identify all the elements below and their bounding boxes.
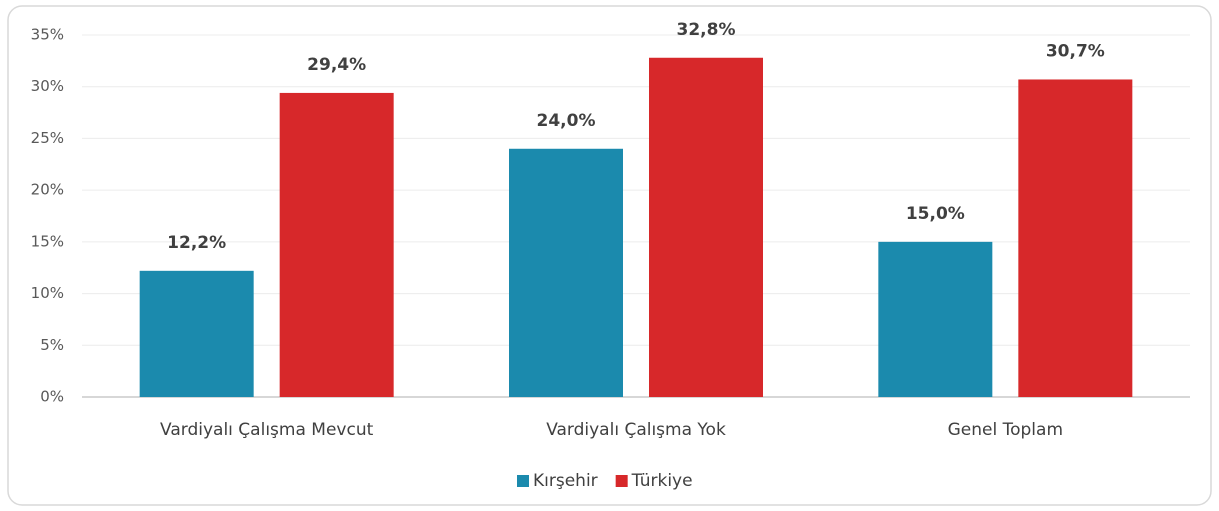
legend-swatch — [615, 475, 628, 487]
bar — [649, 57, 763, 398]
legend-label: Türkiye — [631, 471, 693, 491]
bar — [509, 148, 623, 397]
y-tick-label: 25% — [31, 129, 64, 147]
x-tick-label: Vardiyalı Çalışma Yok — [546, 420, 726, 440]
bar — [279, 92, 394, 398]
y-tick-label: 0% — [40, 388, 64, 406]
y-tick-label: 5% — [40, 336, 64, 354]
y-tick-label: 15% — [31, 232, 64, 250]
value-label: 32,8% — [677, 20, 736, 40]
y-tick-label: 10% — [31, 284, 64, 302]
y-tick-label: 30% — [31, 77, 64, 95]
value-label: 24,0% — [537, 111, 596, 131]
value-label: 15,0% — [906, 204, 965, 224]
x-tick-label: Genel Toplam — [948, 420, 1063, 440]
bar — [139, 270, 254, 397]
y-tick-label: 35% — [31, 26, 64, 44]
legend-swatch — [517, 475, 529, 487]
legend-label: Kırşehir — [533, 471, 598, 491]
value-label: 29,4% — [307, 55, 366, 75]
bar — [1018, 79, 1133, 397]
value-label: 12,2% — [167, 233, 226, 253]
x-tick-label: Vardiyalı Çalışma Mevcut — [160, 420, 374, 440]
y-tick-label: 20% — [31, 181, 64, 199]
value-label: 30,7% — [1046, 41, 1105, 61]
bar — [878, 241, 993, 397]
